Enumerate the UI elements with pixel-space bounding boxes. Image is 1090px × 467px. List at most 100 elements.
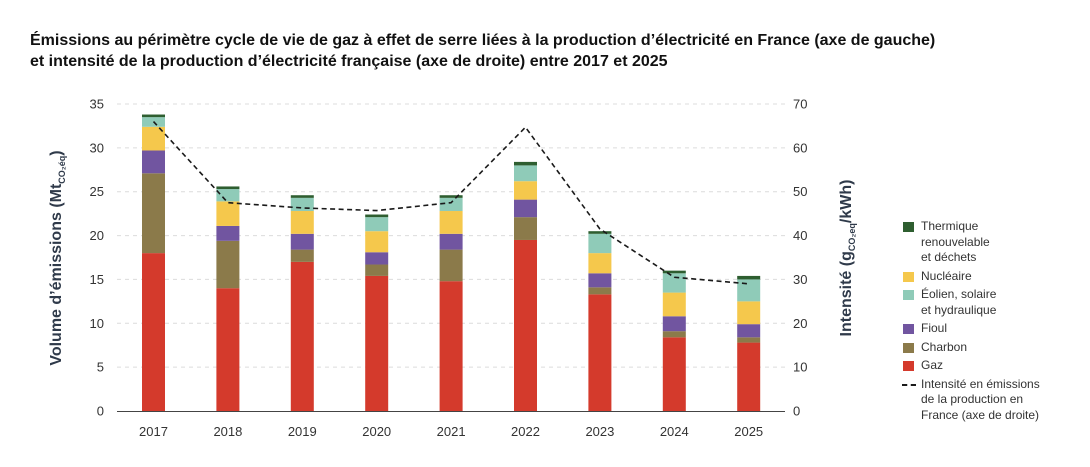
legend-label: Charbon [921,339,968,354]
bar-segment-thermique-renouvelable-et-d-chets [216,186,240,190]
bar-segment-charbon [216,240,240,289]
chart-title-line-2: et intensité de la production d’électric… [30,53,668,70]
bar-segment-nucl-aire [662,292,686,317]
bar-segment-fioul [216,225,240,241]
x-tick-label: 2018 [213,424,242,439]
bar-segment-fioul [365,252,389,265]
y-right-tick-label: 10 [793,360,807,375]
legend-label: Nucléaire [921,268,972,283]
bar-segment-charbon [662,331,686,338]
bar-segment-nucl-aire [216,201,240,226]
bar-segment-nucl-aire [439,211,463,234]
legend-label: Gaz [921,358,944,372]
legend-label: Fioul [921,321,948,335]
legend-item: Intensité en émissions de la production … [902,377,1082,424]
legend-item: Nucléaire [902,269,1082,285]
y-right-axis-title: Intensité (gCO₂eq/kWh) [838,180,857,337]
bar-segment-fioul [142,150,165,174]
bar-segment-fioul [439,233,463,250]
legend-swatch [903,361,914,371]
x-tick-label: 2022 [511,424,540,439]
chart-title: Émissions au périmètre cycle de vie de g… [30,30,1070,72]
bar-segment-thermique-renouvelable-et-d-chets [290,195,314,198]
bar-segment-thermique-renouvelable-et-d-chets [662,270,686,274]
bar-segment-thermique-renouvelable-et-d-chets [514,161,537,166]
y-right-tick-label: 40 [793,228,807,243]
legend-line-swatch [902,383,916,386]
legend-item: Fioul [902,321,1082,337]
bar-segment--olien-solaire-et-hydraulique [439,197,463,212]
bar-segment-nucl-aire [142,126,165,151]
bar-segment--olien-solaire-et-hydraulique [737,279,761,302]
bar-segment-thermique-renouvelable-et-d-chets [588,231,612,234]
y-left-tick-label: 20 [90,228,104,243]
x-tick-label: 2019 [288,424,317,439]
y-right-tick-label: 0 [793,404,800,419]
bar-segment-nucl-aire [737,301,761,325]
bar-segment-thermique-renouvelable-et-d-chets [142,114,165,118]
chart-legend: Thermique renouvelable et déchets Nucléai… [902,219,1082,426]
y-left-tick-label: 30 [90,140,104,155]
legend-swatch [903,271,914,282]
bar-segment-gaz [662,337,686,411]
bar-segment-nucl-aire [365,231,389,253]
bar-segment-charbon [365,264,389,276]
bar-segment-nucl-aire [588,253,612,274]
bar-segment-gaz [514,239,537,411]
x-tick-label: 2024 [660,424,689,439]
bar-segment-gaz [588,294,612,411]
y-right-tick-label: 60 [793,140,807,155]
legend-item: Thermique renouvelable et déchets [902,219,1082,266]
y-right-tick-label: 30 [793,272,807,287]
bar-segment-nucl-aire [290,211,314,234]
bar-segment-charbon [439,249,463,282]
x-tick-label: 2020 [362,424,391,439]
y-left-tick-label: 0 [97,404,104,419]
y-left-tick-label: 5 [97,360,104,375]
chart-title-line-1: Émissions au périmètre cycle de vie de g… [30,32,936,49]
legend-swatch [903,342,914,353]
y-right-tick-label: 20 [793,316,807,331]
legend-swatch [903,222,914,232]
x-tick-label: 2025 [734,424,763,439]
bar-segment-charbon [588,287,612,295]
y-left-tick-label: 10 [90,316,104,331]
legend-item: Gaz [902,358,1082,374]
bar-segment-charbon [737,337,761,343]
legend-swatch [903,324,914,334]
legend-label: Thermique renouvelable et déchets [921,219,990,264]
legend-swatch [903,290,914,300]
y-left-tick-label: 25 [90,184,104,199]
bar-segment-gaz [737,342,761,411]
legend-label: Éolien, solaire et hydraulique [921,287,997,317]
bar-segment--olien-solaire-et-hydraulique [365,217,389,232]
bar-segment-charbon [142,173,165,254]
bar-segment-gaz [439,281,463,411]
bar-segment--olien-solaire-et-hydraulique [662,273,686,293]
legend-item: Charbon [902,340,1082,356]
bar-segment-fioul [737,324,761,338]
bar-segment-fioul [588,273,612,288]
legend-label: Intensité en émissions de la production … [921,376,1040,422]
y-left-axis-title: Volume d’émissions (MtCO₂éq) [48,150,67,365]
bar-segment-gaz [365,275,389,411]
bar-segment--olien-solaire-et-hydraulique [514,165,537,182]
y-right-tick-label: 70 [793,97,807,112]
x-tick-label: 2017 [139,424,168,439]
bar-segment-gaz [216,288,240,411]
bar-segment-thermique-renouvelable-et-d-chets [439,195,463,198]
y-left-tick-label: 35 [90,97,104,112]
bar-segment-fioul [514,199,537,218]
bar-segment-gaz [142,253,165,411]
bar-segment-thermique-renouvelable-et-d-chets [737,275,761,280]
y-right-tick-label: 50 [793,184,807,199]
bar-segment-gaz [290,261,314,411]
x-tick-label: 2023 [585,424,614,439]
bar-segment-charbon [290,249,314,262]
bar-segment--olien-solaire-et-hydraulique [290,197,314,212]
bar-segment-charbon [514,217,537,240]
bar-segment-thermique-renouvelable-et-d-chets [365,214,389,218]
bar-segment--olien-solaire-et-hydraulique [216,189,240,202]
legend-item: Éolien, solaire et hydraulique [902,287,1082,318]
